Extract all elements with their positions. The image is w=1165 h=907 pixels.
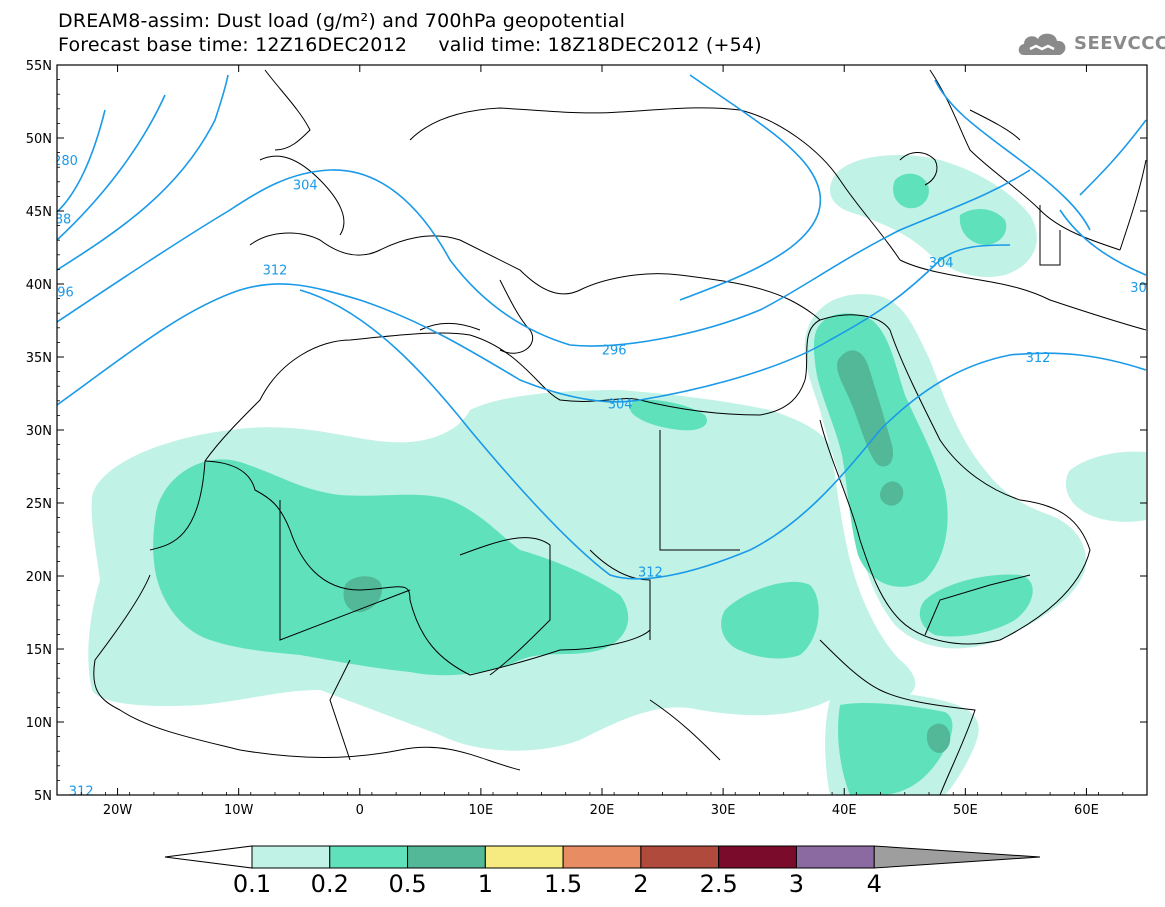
coastlines-and-borders bbox=[93, 69, 1147, 795]
contour-label: 312 bbox=[638, 566, 663, 581]
colorbar-label: 4 bbox=[866, 870, 882, 898]
contour-label: 304 bbox=[293, 179, 318, 194]
lon-tick-label: 0 bbox=[356, 803, 364, 818]
lon-tick-label: 10W bbox=[224, 803, 254, 818]
contour-label: 280 bbox=[53, 154, 78, 169]
colorbar-swatch bbox=[251, 845, 331, 869]
dust-region-black-sea-medium bbox=[893, 173, 929, 209]
colorbar-label: 3 bbox=[788, 870, 805, 898]
dust-region-somalia-dense bbox=[926, 723, 951, 754]
colorbar-label: 1.5 bbox=[544, 870, 583, 898]
lon-tick-label: 40E bbox=[832, 803, 857, 818]
dust-region-sudan-medium bbox=[721, 581, 819, 659]
colorbar bbox=[164, 845, 1041, 869]
lat-tick-label: 5N bbox=[34, 789, 52, 804]
lat-tick-label: 30N bbox=[26, 424, 52, 439]
contour-label: 304 bbox=[929, 256, 954, 271]
dust-region-oman-medium bbox=[919, 574, 1033, 637]
contour-line bbox=[1059, 209, 1147, 276]
contour-label: 312 bbox=[69, 785, 94, 800]
contour-label-group: 280 88 96 304 312 296 304 312 304 312 30 312 bbox=[53, 154, 1147, 800]
colorbar-swatch bbox=[407, 845, 486, 869]
contour-line bbox=[57, 94, 166, 241]
contour-label: 88 bbox=[55, 212, 72, 227]
colorbar-label: 1 bbox=[477, 870, 493, 898]
colorbar-label: 0.1 bbox=[232, 870, 272, 898]
contour-label: 96 bbox=[57, 285, 74, 300]
contour-line bbox=[1079, 119, 1147, 196]
lon-tick-label: 50E bbox=[953, 803, 978, 818]
lat-tick-label: 45N bbox=[26, 205, 52, 220]
dust-region-gulf-light bbox=[1065, 451, 1146, 522]
map-axes: 55N 50N 45N 40N 35N 30N 25N 20N 15N 10N 5N 20W 10W 0 1… bbox=[26, 59, 1148, 818]
colorbar-swatch bbox=[795, 845, 875, 869]
lon-tick-label: 20E bbox=[590, 803, 615, 818]
lat-tick-label: 10N bbox=[26, 716, 52, 731]
contour-line bbox=[679, 74, 822, 301]
lon-tick-label: 60E bbox=[1074, 803, 1099, 818]
contour-line bbox=[934, 79, 1091, 231]
dust-load-field bbox=[88, 155, 1146, 795]
seevccc-logo: SEEVCCC bbox=[1016, 27, 1165, 59]
colorbar-swatch bbox=[562, 845, 642, 869]
lat-tick-label: 15N bbox=[26, 643, 52, 658]
dust-region-egypt-medium bbox=[629, 399, 708, 431]
lat-tick-label: 50N bbox=[26, 132, 52, 147]
cloud-icon bbox=[1018, 33, 1066, 55]
colorbar-label: 0.5 bbox=[388, 870, 427, 898]
title-line-2: Forecast base time: 12Z16DEC2012 valid t… bbox=[58, 34, 762, 56]
lat-tick-label: 20N bbox=[26, 570, 52, 585]
colorbar-label: 2 bbox=[633, 870, 649, 898]
logo-text: SEEVCCC bbox=[1074, 33, 1165, 54]
lat-tick-label: 40N bbox=[26, 278, 52, 293]
colorbar-swatch bbox=[329, 845, 409, 869]
dust-region-caspian-medium bbox=[959, 208, 1007, 245]
colorbar-swatch bbox=[484, 845, 564, 869]
lon-tick-label: 30E bbox=[711, 803, 736, 818]
colorbar-under-arrow bbox=[164, 845, 253, 869]
contour-line bbox=[57, 109, 106, 213]
colorbar-swatch bbox=[640, 845, 720, 869]
colorbar-over-arrow bbox=[873, 845, 1041, 869]
contour-label: 304 bbox=[608, 398, 633, 413]
lat-tick-label: 25N bbox=[26, 497, 52, 512]
lat-tick-label: 55N bbox=[26, 59, 52, 74]
contour-label: 296 bbox=[602, 344, 627, 359]
lon-tick-label: 20W bbox=[103, 803, 133, 818]
colorbar-label: 2.5 bbox=[699, 870, 738, 898]
title-line-1: DREAM8-assim: Dust load (g/m²) and 700hP… bbox=[58, 10, 626, 32]
dust-region-horn-medium bbox=[838, 702, 953, 795]
contour-label: 30 bbox=[1130, 281, 1147, 296]
contour-line bbox=[57, 169, 1031, 347]
contour-line bbox=[299, 289, 1147, 580]
contour-line bbox=[57, 74, 229, 271]
dust-region-mali-dense bbox=[343, 576, 382, 613]
dust-region-arabia-dense-2 bbox=[880, 481, 904, 506]
geopotential-contours bbox=[57, 74, 1147, 580]
contour-label: 312 bbox=[263, 263, 288, 278]
lat-tick-label: 35N bbox=[26, 351, 52, 366]
contour-label: 312 bbox=[1026, 351, 1051, 366]
lon-tick-label: 10E bbox=[469, 803, 494, 818]
colorbar-swatch bbox=[718, 845, 797, 869]
dust-region-arabia-dense bbox=[837, 350, 894, 467]
contour-line bbox=[57, 244, 1011, 406]
dust-region-sahel-medium bbox=[153, 459, 629, 676]
colorbar-label: 0.2 bbox=[310, 870, 349, 898]
